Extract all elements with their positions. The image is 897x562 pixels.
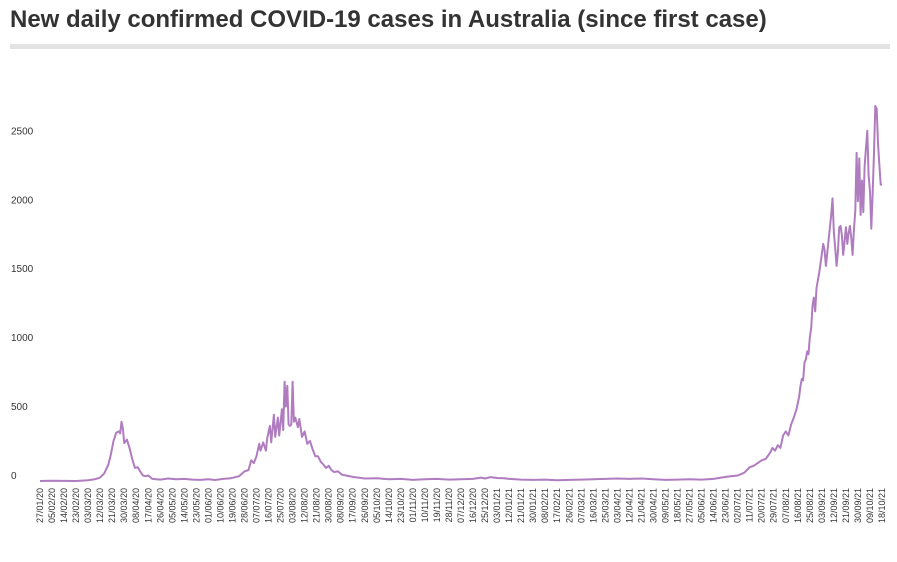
x-tick-label: 21/09/21	[841, 488, 851, 523]
x-tick-label: 09/10/21	[865, 488, 875, 523]
y-tick-label: 2000	[11, 195, 34, 206]
y-tick-label: 0	[11, 471, 17, 482]
series-layer	[39, 105, 882, 482]
x-tick-label: 28/11/20	[444, 488, 454, 522]
x-tick-label: 12/03/20	[95, 488, 105, 523]
x-tick-label: 10/11/20	[420, 488, 430, 522]
x-tick-label: 17/09/20	[348, 488, 358, 523]
x-tick-label: 03/03/20	[83, 488, 93, 523]
x-tick-label: 16/08/21	[793, 488, 803, 523]
title-underline	[10, 44, 890, 49]
x-tick-label: 16/07/20	[264, 488, 274, 523]
x-tick-label: 21/03/20	[107, 488, 117, 523]
y-tick-label: 1000	[11, 333, 34, 344]
x-tick-label: 17/04/20	[143, 488, 153, 523]
x-tick-label: 05/02/20	[47, 488, 57, 523]
x-tick-label: 17/02/21	[552, 488, 562, 523]
x-tick-label: 21/08/20	[312, 488, 322, 523]
x-tick-label: 26/04/20	[155, 488, 165, 523]
x-tick-label: 14/05/20	[179, 488, 189, 523]
x-tick-label: 05/10/20	[372, 488, 382, 523]
x-tick-label: 12/09/21	[829, 488, 839, 523]
x-tick-label: 14/10/20	[384, 488, 394, 523]
x-tick-label: 03/04/21	[612, 488, 622, 523]
x-tick-label: 03/08/20	[288, 488, 298, 523]
x-tick-label: 30/09/21	[853, 488, 863, 523]
x-tick-label: 03/01/21	[492, 488, 502, 523]
x-tick-label: 18/10/21	[877, 488, 887, 523]
x-tick-label: 11/07/21	[745, 488, 755, 522]
x-tick-label: 16/12/20	[468, 488, 478, 523]
x-tick-label: 20/07/21	[757, 488, 767, 523]
x-tick-label: 07/03/21	[576, 488, 586, 523]
x-tick-label: 12/01/21	[504, 488, 514, 523]
x-axis: 27/01/20 05/02/20 14/02/20 23/02/20 03/03/20…	[35, 488, 887, 523]
x-tick-label: 02/07/21	[733, 488, 743, 523]
x-tick-label: 25/12/20	[480, 488, 490, 523]
x-tick-label: 26/09/20	[360, 488, 370, 523]
x-tick-label: 27/05/21	[685, 488, 695, 523]
x-tick-label: 08/02/21	[540, 488, 550, 523]
x-tick-label: 09/05/21	[660, 488, 670, 523]
x-tick-label: 30/01/21	[528, 488, 538, 523]
x-tick-label: 21/01/21	[516, 488, 526, 523]
x-tick-label: 03/09/21	[817, 488, 827, 523]
x-tick-label: 23/02/20	[71, 488, 81, 523]
x-tick-label: 25/03/21	[600, 488, 610, 523]
y-axis: 0 500 1000 1500 2000 2500	[11, 126, 34, 482]
x-tick-label: 30/03/20	[119, 488, 129, 523]
series-line-0	[39, 105, 882, 482]
x-tick-label: 23/06/21	[721, 488, 731, 523]
x-tick-label: 25/07/20	[276, 488, 286, 523]
x-tick-label: 28/06/20	[239, 488, 249, 523]
x-tick-label: 07/07/20	[252, 488, 262, 523]
x-tick-label: 08/04/20	[131, 488, 141, 523]
chart-title: New daily confirmed COVID-19 cases in Au…	[10, 6, 767, 33]
x-tick-label: 21/04/21	[636, 488, 646, 523]
x-tick-label: 07/08/21	[781, 488, 791, 523]
x-tick-label: 14/06/21	[709, 488, 719, 523]
x-tick-label: 07/12/20	[456, 488, 466, 523]
x-tick-label: 10/06/20	[215, 488, 225, 523]
x-tick-label: 27/01/20	[35, 488, 45, 523]
x-tick-label: 25/08/21	[805, 488, 815, 523]
x-tick-label: 01/06/20	[203, 488, 213, 523]
y-tick-label: 2500	[11, 126, 34, 137]
x-tick-label: 01/11/20	[408, 488, 418, 522]
y-tick-label: 500	[11, 402, 28, 413]
x-tick-label: 23/10/20	[396, 488, 406, 523]
x-tick-label: 14/02/20	[59, 488, 69, 523]
x-tick-label: 19/06/20	[227, 488, 237, 523]
x-tick-label: 26/02/21	[564, 488, 574, 523]
x-tick-label: 05/05/20	[167, 488, 177, 523]
x-tick-label: 29/07/21	[769, 488, 779, 523]
x-tick-label: 30/08/20	[324, 488, 334, 523]
x-tick-label: 19/11/20	[432, 488, 442, 522]
x-tick-label: 16/03/21	[588, 488, 598, 523]
x-tick-label: 12/04/21	[624, 488, 634, 523]
x-tick-label: 08/09/20	[336, 488, 346, 523]
y-tick-label: 1500	[11, 264, 34, 275]
x-tick-label: 05/06/21	[697, 488, 707, 523]
x-tick-label: 18/05/21	[673, 488, 683, 523]
x-tick-label: 30/04/21	[648, 488, 658, 523]
x-tick-label: 12/08/20	[300, 488, 310, 523]
x-tick-label: 23/05/20	[191, 488, 201, 523]
